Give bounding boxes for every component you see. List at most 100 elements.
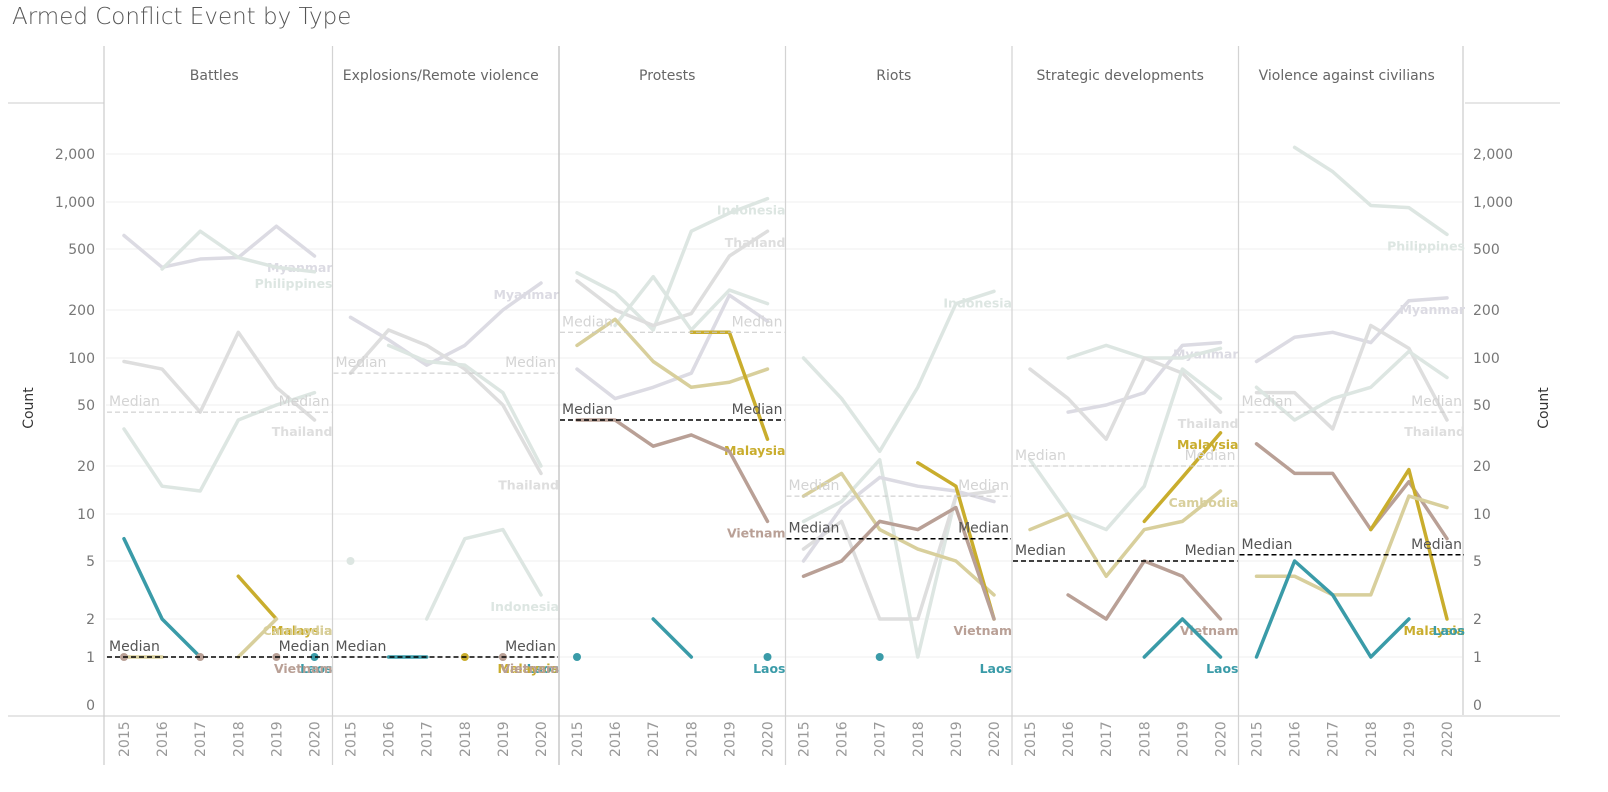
x-tick-label: 2019 [722,721,738,757]
data-point-vietnam [196,653,205,661]
y-tick-label-left: 20 [77,459,95,475]
y-tick-label-right: 200 [1473,303,1500,319]
y-tick-label-right: 0 [1473,698,1482,714]
data-point-indonesia [346,557,355,565]
median-label-left: Median [109,639,160,655]
x-tick-label: 2015 [797,721,813,757]
series-line-thailand [1254,323,1449,431]
series-line-thailand [348,328,543,476]
y-tick-label-left: 10 [77,507,95,523]
x-tick-label: 2015 [344,721,360,757]
country-label-malaysia: Malaysia [1403,623,1465,638]
country-label-philippines: Philippines [1387,238,1465,253]
y-tick-label-left: 200 [68,303,95,319]
series-line-laos [122,536,202,659]
median-label-left: Median [1015,448,1066,464]
series-line-vietnam [1254,442,1449,541]
country-label-laos: Laos [753,661,785,676]
country-label-thailand: Thailand [725,235,786,250]
median-label-right: Median [505,355,556,371]
series-line-thailand [122,330,317,422]
country-label-laos: Laos [980,661,1012,676]
series-line-philippines [386,343,543,468]
y-tick-label-right: 5 [1473,554,1482,570]
median-label-right: Median [1411,537,1462,553]
data-point-laos [763,653,772,661]
x-tick-label: 2020 [1440,721,1456,757]
country-label-laos: Laos [1433,623,1465,638]
median-label-right: Median [958,521,1009,537]
y-tick-label-left: 2 [86,612,95,628]
x-tick-label: 2018 [684,721,700,757]
country-label-philippines: Philippines [255,276,333,291]
median-label-right: Median [732,402,783,418]
x-tick-label: 2015 [1023,721,1039,757]
series-line-malaysia [1142,431,1223,524]
x-tick-label: 2017 [873,721,889,757]
x-tick-label: 2016 [1061,721,1077,757]
series-line-cambodia [1028,489,1223,579]
series-line-myanmar [801,475,996,563]
chart-title: Armed Conflict Event by Type [12,4,352,30]
y-tick-label-left: 0 [86,698,95,714]
series-line-philippines [801,457,958,659]
country-label-vietnam: Vietnam [274,661,333,676]
series-line-philippines [160,229,317,274]
median-label-left: Median [336,355,387,371]
series-line-laos [1142,617,1223,659]
median-label-left: Median [1242,537,1293,553]
x-tick-label: 2018 [1364,721,1380,757]
y-tick-label-right: 2 [1473,612,1482,628]
panel-header-explosions-remote-violence: Explosions/Remote violence [343,68,539,84]
country-label-cambodia: Cambodia [263,623,333,638]
x-tick-label: 2016 [155,721,171,757]
country-label-malaysia: Malaysia [497,661,559,676]
country-label-myanmar: Myanmar [1399,302,1465,317]
country-label-vietnam: Vietnam [953,623,1012,638]
series-line-malaysia [236,574,279,621]
x-tick-label: 2018 [458,721,474,757]
country-label-laos: Laos [1206,661,1238,676]
series-line-vietnam [801,505,996,621]
panel-header-strategic-developments: Strategic developments [1037,68,1204,84]
country-label-laos: Laos [527,661,559,676]
y-tick-label-left: 2,000 [55,147,95,163]
series-line-philippines [613,274,770,332]
series-line-vietnam [575,418,770,524]
series-line-myanmar [1066,340,1223,414]
y-tick-label-left: 100 [68,351,95,367]
series-line-indonesia [801,289,996,454]
series-line-thailand [801,489,996,621]
x-tick-label: 2018 [911,721,927,757]
x-tick-label: 2016 [835,721,851,757]
median-label-right: Median [958,478,1009,494]
y-tick-label-right: 1,000 [1473,195,1513,211]
panel-header-riots: Riots [876,68,911,84]
country-label-cambodia: Cambodia [1169,495,1239,510]
x-tick-label: 2015 [1250,721,1266,757]
x-tick-label: 2016 [382,721,398,757]
series-line-indonesia [575,196,770,332]
country-label-myanmar: Myanmar [493,287,559,302]
x-tick-label: 2020 [308,721,324,757]
series-line-indonesia [122,390,317,493]
series-line-cambodia [236,617,279,659]
x-tick-label: 2020 [761,721,777,757]
x-tick-label: 2018 [1137,721,1153,757]
median-label-left: Median [336,639,387,655]
y-axis-title-left: Count [21,387,37,429]
series-line-philippines [1292,145,1449,237]
series-line-indonesia [1254,349,1449,422]
panel-header-protests: Protests [639,68,695,84]
country-label-malaysia: Malaysia [724,443,786,458]
x-tick-label: 2017 [646,721,662,757]
y-tick-label-left: 1 [86,650,95,666]
y-tick-label-right: 20 [1473,459,1491,475]
series-line-vietnam [1066,559,1223,621]
x-tick-label: 2019 [496,721,512,757]
y-tick-label-right: 10 [1473,507,1491,523]
x-tick-label: 2019 [1402,721,1418,757]
median-label-left: Median [1015,543,1066,559]
x-tick-label: 2017 [1326,721,1342,757]
country-label-thailand: Thailand [498,477,559,492]
